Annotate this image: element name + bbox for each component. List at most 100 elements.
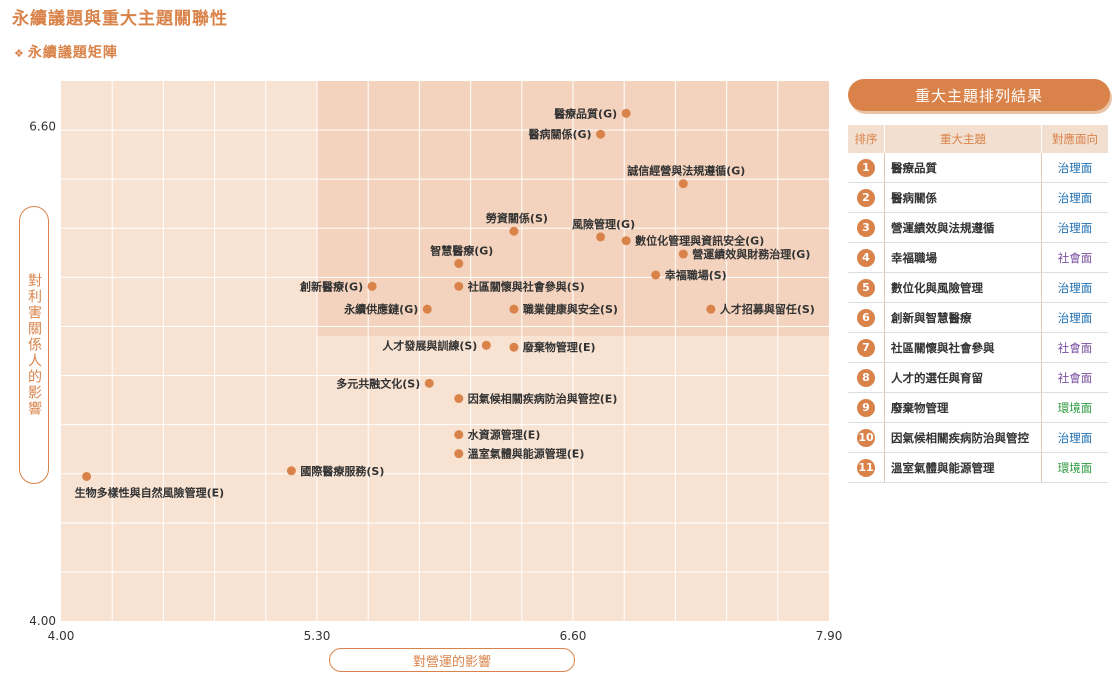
ranking-header-row: 排序 重大主題 對應面向 — [848, 125, 1108, 153]
aspect-cell: 社會面 — [1041, 242, 1108, 273]
topic-cell: 醫療品質 — [884, 153, 1042, 183]
data-point-label: 醫病關係(G) — [528, 127, 591, 141]
section-title: ❖ 永續議題矩陣 — [14, 42, 118, 62]
data-point-label: 誠信經營與法規遵循(G) — [627, 164, 745, 178]
y-axis-label-box: 對利害關係人的影響 — [19, 206, 49, 484]
y-axis-label: 對利害關係人的影響 — [26, 273, 42, 417]
data-point — [82, 471, 92, 481]
topic-column-header: 重大主題 — [884, 125, 1042, 153]
topic-cell: 幸福職場 — [884, 242, 1042, 273]
rank-cell: 11 — [848, 452, 885, 483]
data-point — [286, 466, 296, 476]
data-point — [651, 270, 661, 280]
rank-badge: 4 — [857, 248, 875, 267]
data-point-label: 永續供應鏈(G) — [343, 302, 418, 316]
section-title-text: 永續議題矩陣 — [27, 45, 118, 61]
topic-cell: 醫病關係 — [884, 182, 1042, 213]
aspect-cell: 治理面 — [1041, 182, 1108, 213]
data-point — [454, 281, 464, 291]
rank-cell: 6 — [848, 302, 885, 333]
data-point-label: 人才發展與訓練(S) — [382, 338, 477, 352]
x-tick-label: 4.00 — [48, 629, 75, 643]
rank-cell: 3 — [848, 212, 885, 243]
ranking-title: 重大主題排列結果 — [848, 79, 1110, 111]
x-axis-label: 對營運的影響 — [412, 654, 491, 670]
data-point — [678, 179, 688, 189]
data-point — [424, 378, 434, 388]
table-row: 2 醫病關係 治理面 — [848, 182, 1108, 213]
rank-badge: 7 — [857, 338, 875, 357]
table-row: 5 數位化與風險管理 治理面 — [848, 272, 1108, 303]
topic-cell: 創新與智慧醫療 — [884, 302, 1042, 333]
rank-cell: 9 — [848, 392, 885, 423]
rank-cell: 5 — [848, 272, 885, 303]
data-point-label: 幸福職場(S) — [665, 268, 727, 282]
data-point — [509, 304, 519, 314]
data-point-label: 智慧醫療(G) — [430, 244, 493, 258]
rank-badge: 9 — [857, 398, 875, 417]
rank-column-header: 排序 — [848, 125, 885, 153]
rank-cell: 7 — [848, 332, 885, 363]
table-row: 6 創新與智慧醫療 治理面 — [848, 302, 1108, 333]
rank-badge: 3 — [857, 218, 875, 237]
data-point-label: 廢棄物管理(E) — [523, 340, 596, 354]
topic-cell: 因氣候相關疾病防治與管控 — [884, 422, 1042, 453]
data-point — [454, 394, 464, 404]
data-point — [422, 304, 432, 314]
data-point-label: 社區關懷與社會參與(S) — [467, 279, 585, 293]
data-point — [706, 304, 716, 314]
data-point — [678, 249, 688, 259]
data-point-label: 營運績效與財務治理(G) — [692, 247, 810, 261]
topic-cell: 社區關懷與社會參與 — [884, 332, 1042, 363]
diamond-icon: ❖ — [14, 47, 25, 60]
rank-cell: 8 — [848, 362, 885, 393]
table-row: 1 醫療品質 治理面 — [848, 153, 1108, 183]
aspect-cell: 環境面 — [1041, 392, 1108, 423]
data-point-label: 溫室氣體與能源管理(E) — [468, 447, 585, 461]
rank-badge: 6 — [857, 308, 875, 327]
table-row: 3 營運績效與法規遵循 治理面 — [848, 212, 1108, 243]
aspect-cell: 治理面 — [1041, 212, 1108, 243]
aspect-cell: 治理面 — [1041, 302, 1108, 333]
data-point-label: 人才招募與留任(S) — [720, 302, 815, 316]
data-point — [596, 232, 606, 242]
table-row: 8 人才的選任與育留 社會面 — [848, 362, 1108, 393]
table-row: 4 幸福職場 社會面 — [848, 242, 1108, 273]
aspect-cell: 環境面 — [1041, 452, 1108, 483]
rank-badge: 10 — [857, 428, 875, 447]
data-point — [481, 340, 491, 350]
data-point — [454, 259, 464, 269]
aspect-cell: 社會面 — [1041, 332, 1108, 363]
data-point-label: 國際醫療服務(S) — [300, 464, 384, 478]
data-point-label: 醫療品質(G) — [554, 106, 617, 120]
rank-badge: 2 — [857, 188, 875, 207]
x-tick-label: 5.30 — [304, 629, 331, 643]
table-row: 9 廢棄物管理 環境面 — [848, 392, 1108, 423]
rank-badge: 11 — [857, 458, 875, 477]
data-point — [509, 226, 519, 236]
rank-cell: 10 — [848, 422, 885, 453]
rank-badge: 1 — [857, 158, 875, 177]
x-axis-label-box: 對營運的影響 — [329, 648, 575, 672]
data-point-label: 因氣候相關疾病防治與管控(E) — [468, 392, 618, 406]
data-point — [509, 342, 519, 352]
data-point — [454, 449, 464, 459]
rank-cell: 1 — [848, 153, 885, 183]
data-point-label: 多元共融文化(S) — [336, 376, 420, 390]
data-point-label: 創新醫療(G) — [299, 279, 363, 293]
table-row: 11 溫室氣體與能源管理 環境面 — [848, 452, 1108, 483]
topic-cell: 人才的選任與育留 — [884, 362, 1042, 393]
ranking-table: 排序 重大主題 對應面向 1 醫療品質 治理面 2 醫病關係 治理面 3 營運績效與法規遵循治… — [848, 125, 1108, 483]
x-tick-label: 7.90 — [816, 629, 843, 643]
data-point — [367, 281, 377, 291]
data-point — [596, 129, 606, 139]
aspect-cell: 社會面 — [1041, 362, 1108, 393]
data-point-label: 職業健康與安全(S) — [523, 302, 618, 316]
data-point-label: 數位化管理與資訊安全(G) — [635, 234, 764, 248]
aspect-column-header: 對應面向 — [1041, 125, 1108, 153]
table-row: 10 因氣候相關疾病防治與管控 治理面 — [848, 422, 1108, 453]
aspect-cell: 治理面 — [1041, 153, 1108, 183]
table-row: 7 社區關懷與社會參與 社會面 — [848, 332, 1108, 363]
rank-badge: 8 — [857, 368, 875, 387]
topic-cell: 廢棄物管理 — [884, 392, 1042, 423]
